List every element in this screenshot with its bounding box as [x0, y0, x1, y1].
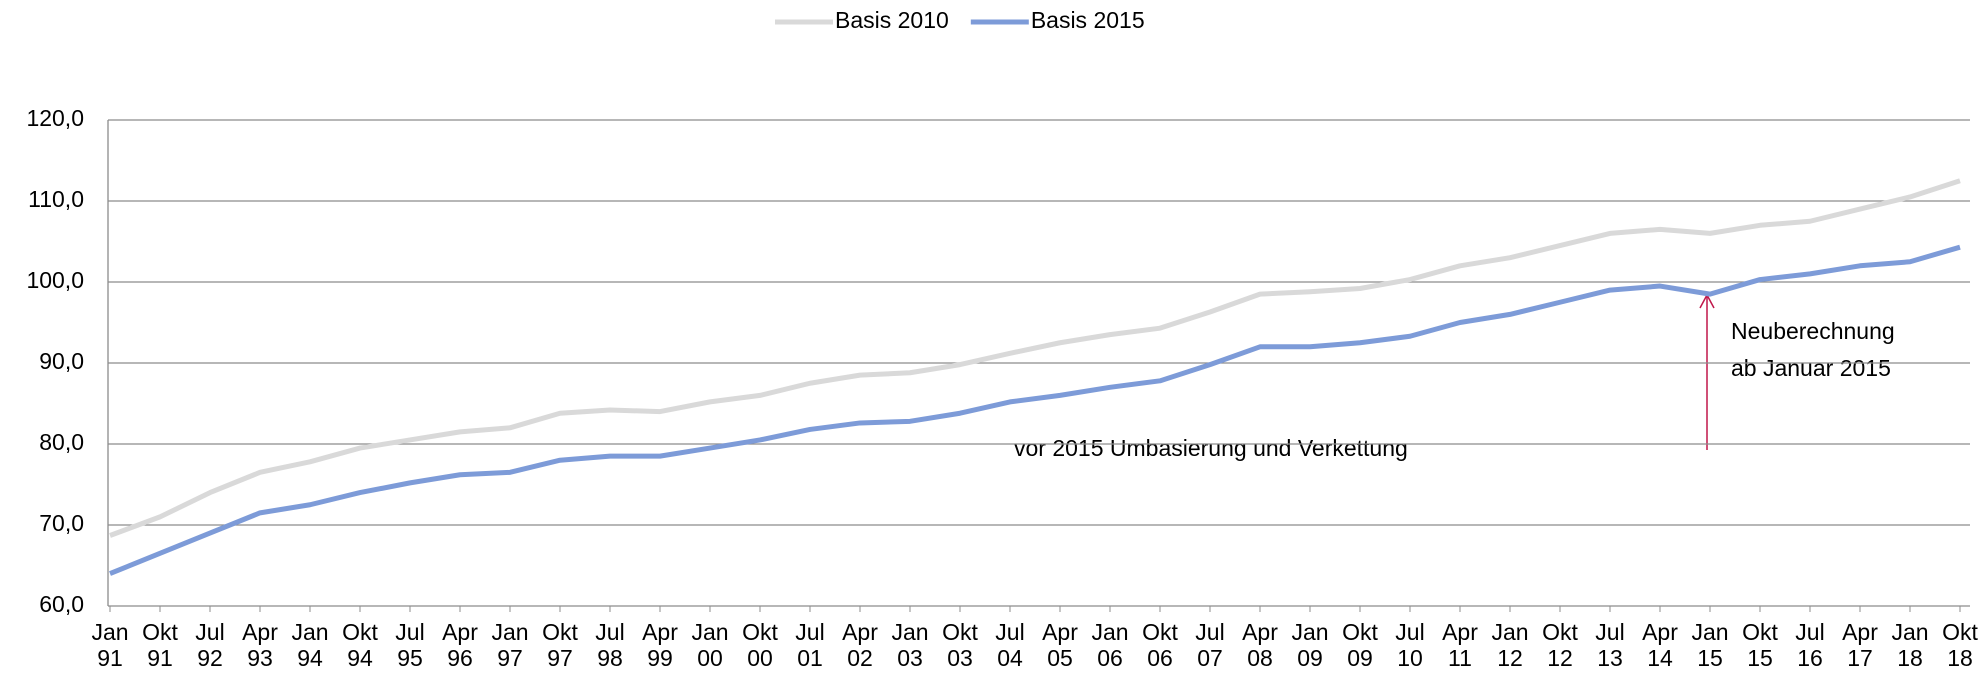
x-tick-label: Okt 09 [1342, 619, 1378, 671]
x-tick-label: Apr 05 [1042, 619, 1078, 671]
x-tick-label: Okt 06 [1142, 619, 1178, 671]
x-tick-label: Okt 12 [1542, 619, 1578, 671]
y-tick-label: 110,0 [28, 186, 84, 212]
x-tick-label: Jan 00 [691, 619, 728, 671]
annotation: Neuberechnung [1731, 318, 1895, 344]
x-tick-label: Jan 97 [491, 619, 528, 671]
x-tick-label: Okt 97 [542, 619, 578, 671]
x-tick-label: Apr 11 [1442, 619, 1478, 671]
x-tick-label: Jan 06 [1091, 619, 1128, 671]
x-tick-label: Jul 16 [1795, 619, 1824, 671]
x-tick-label: Jan 15 [1691, 619, 1728, 671]
x-tick-label: Jan 18 [1891, 619, 1928, 671]
x-tick-label: Jan 91 [91, 619, 128, 671]
x-tick-label: Okt 18 [1942, 619, 1978, 671]
x-tick-label: Apr 08 [1242, 619, 1278, 671]
legend-label: Basis 2010 [835, 7, 949, 33]
x-tick-label: Okt 94 [342, 619, 378, 671]
x-tick-label: Okt 00 [742, 619, 778, 671]
x-tick-label: Jul 07 [1195, 619, 1224, 671]
x-tick-label: Apr 02 [842, 619, 878, 671]
x-tick-label: Apr 93 [242, 619, 278, 671]
x-tick-label: Jul 98 [595, 619, 624, 671]
x-tick-label: Jan 03 [891, 619, 928, 671]
x-tick-label: Jan 09 [1291, 619, 1328, 671]
annotation: ab Januar 2015 [1731, 355, 1891, 381]
x-tick-label: Jul 95 [395, 619, 424, 671]
y-tick-label: 70,0 [39, 510, 84, 536]
y-tick-label: 80,0 [39, 429, 84, 455]
x-tick-label: Okt 03 [942, 619, 978, 671]
x-tick-label: Jul 04 [995, 619, 1024, 671]
x-tick-label: Apr 17 [1842, 619, 1878, 671]
x-tick-label: Jul 10 [1395, 619, 1424, 671]
y-tick-label: 60,0 [39, 591, 84, 617]
legend-label: Basis 2015 [1031, 7, 1145, 33]
x-tick-label: Jan 12 [1491, 619, 1528, 671]
y-tick-label: 90,0 [39, 348, 84, 374]
x-tick-label: Jan 94 [291, 619, 328, 671]
x-tick-label: Jul 92 [195, 619, 224, 671]
series-line [109, 244, 1961, 576]
x-tick-label: Okt 91 [142, 619, 178, 671]
annotation: vor 2015 Umbasierung und Verkettung [1014, 435, 1408, 461]
y-tick-label: 120,0 [26, 105, 84, 131]
x-tick-label: Jul 01 [795, 619, 824, 671]
x-tick-label: Apr 99 [642, 619, 678, 671]
x-tick-label: Apr 96 [442, 619, 478, 671]
series-line [109, 178, 1961, 538]
y-tick-label: 100,0 [26, 267, 84, 293]
x-tick-label: Jul 13 [1595, 619, 1624, 671]
x-tick-label: Apr 14 [1642, 619, 1678, 671]
x-tick-label: Okt 15 [1742, 619, 1778, 671]
